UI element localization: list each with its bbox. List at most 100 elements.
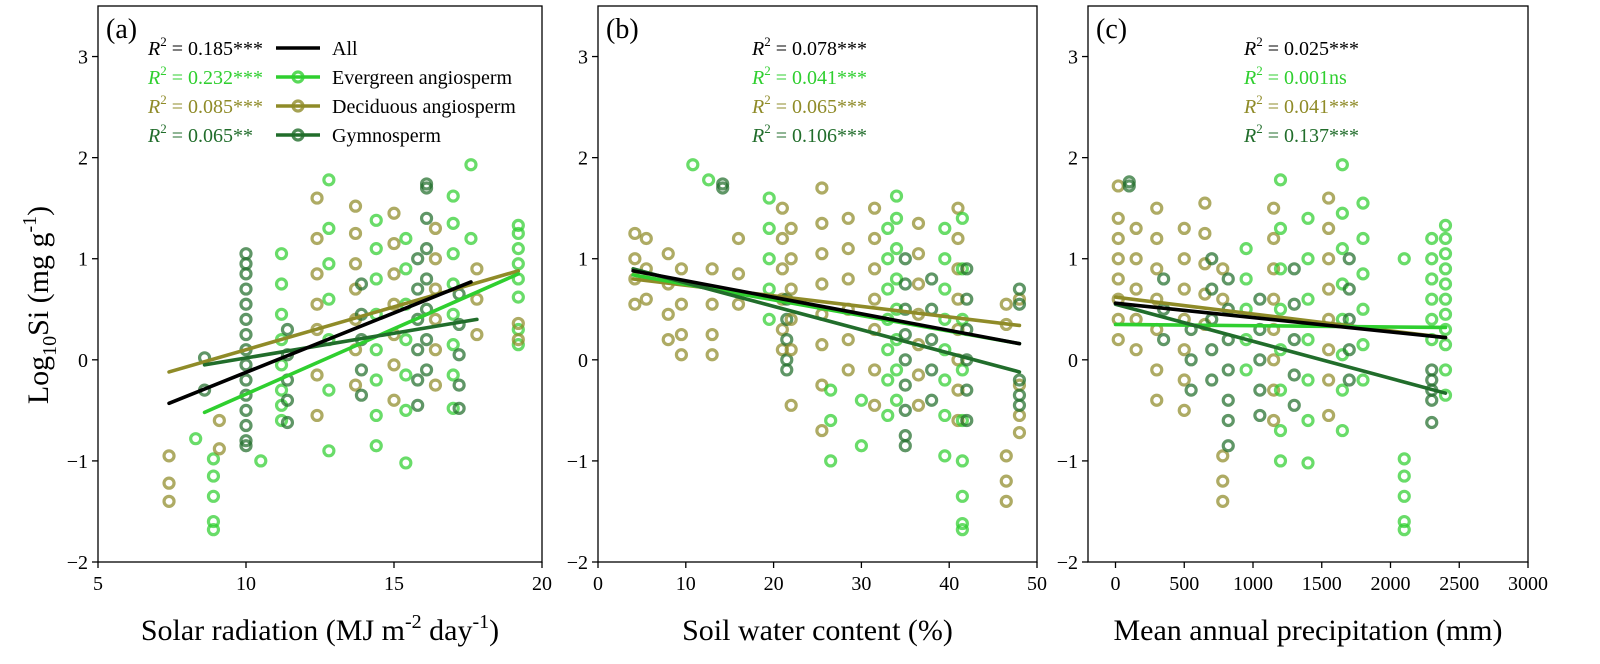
y-tick-label: −2 [567, 552, 588, 574]
data-point-evergreen-angiosperm [446, 247, 460, 261]
data-point-gymnosperm [280, 393, 295, 407]
data-point-deciduous-angiosperm [1111, 179, 1125, 193]
data-point-evergreen-angiosperm [1425, 231, 1439, 246]
data-point-deciduous-angiosperm [911, 368, 926, 382]
y-tick-label: 2 [578, 148, 588, 170]
y-tick-label: 2 [78, 148, 88, 170]
data-point-gymnosperm [280, 415, 295, 430]
data-point-deciduous-angiosperm [310, 267, 324, 281]
data-point-gymnosperm [411, 398, 425, 412]
y-tick-label: −1 [1057, 451, 1078, 473]
data-point-deciduous-angiosperm [705, 297, 719, 311]
data-point-evergreen-angiosperm [955, 413, 969, 428]
data-point-evergreen-angiosperm [399, 333, 413, 347]
fit-line-evergreen-angiosperm [1113, 322, 1448, 330]
fit-line-gymnosperm [1113, 302, 1448, 395]
data-point-evergreen-angiosperm [881, 408, 895, 423]
data-point-evergreen-angiosperm [1301, 333, 1315, 347]
data-point-gymnosperm [1287, 262, 1301, 276]
data-point-gymnosperm [1342, 343, 1356, 357]
data-point-evergreen-angiosperm [1356, 231, 1370, 246]
data-point-evergreen-angiosperm [1425, 272, 1439, 286]
data-point-evergreen-angiosperm [938, 408, 952, 423]
data-point-deciduous-angiosperm [1267, 413, 1281, 428]
data-point-evergreen-angiosperm [1397, 469, 1411, 483]
x-axis-label: Soil water content (%) [682, 614, 953, 647]
data-point-evergreen-angiosperm [1397, 452, 1411, 466]
plot-frame [97, 5, 543, 563]
data-point-gymnosperm [898, 277, 912, 291]
data-point-evergreen-angiosperm [446, 216, 460, 230]
fit-line-all [631, 269, 1022, 346]
data-point-evergreen-angiosperm [1397, 523, 1411, 537]
data-point-evergreen-angiosperm [446, 368, 460, 382]
data-point-deciduous-angiosperm [1150, 231, 1164, 246]
data-point-gymnosperm [1425, 373, 1439, 387]
data-point-deciduous-angiosperm [1322, 343, 1336, 357]
r2-annotation-gymnosperm: R2 = 0.065** [147, 121, 253, 147]
data-point-evergreen-angiosperm [1335, 206, 1349, 220]
y-tick-label: 3 [578, 47, 588, 69]
data-point-deciduous-angiosperm [775, 231, 789, 246]
data-point-gymnosperm [898, 327, 912, 342]
data-point-deciduous-angiosperm [674, 327, 689, 342]
x-axis-label: Solar radiation (MJ m-2 day-1) [141, 611, 499, 647]
data-point-gymnosperm [1184, 353, 1198, 367]
data-point-gymnosperm [411, 282, 425, 296]
data-point-gymnosperm [354, 277, 369, 291]
data-point-deciduous-angiosperm [1150, 292, 1164, 306]
data-point-deciduous-angiosperm [1111, 231, 1125, 246]
data-point-deciduous-angiosperm [784, 343, 798, 357]
data-point-evergreen-angiosperm [938, 373, 952, 387]
data-point-deciduous-angiosperm [1177, 343, 1191, 357]
data-point-evergreen-angiosperm [1335, 383, 1349, 397]
data-point-evergreen-angiosperm [686, 158, 700, 172]
data-point-evergreen-angiosperm [464, 158, 478, 172]
data-point-gymnosperm [1012, 398, 1027, 412]
x-tick-label: 20 [532, 573, 552, 595]
data-point-deciduous-angiosperm [310, 368, 324, 382]
data-point-deciduous-angiosperm [815, 423, 829, 438]
data-point-deciduous-angiosperm [674, 262, 689, 276]
data-point-deciduous-angiosperm [162, 476, 176, 490]
legend-label: Evergreen angiosperm [332, 67, 513, 89]
data-point-deciduous-angiosperm [348, 257, 363, 271]
data-point-evergreen-angiosperm [1273, 383, 1288, 397]
data-point-gymnosperm [898, 378, 912, 392]
y-tick-label: −1 [567, 451, 588, 473]
data-point-deciduous-angiosperm [428, 343, 443, 357]
data-point-deciduous-angiosperm [162, 494, 176, 508]
data-point-gymnosperm [239, 247, 253, 261]
data-point-evergreen-angiosperm [1273, 221, 1288, 235]
data-point-evergreen-angiosperm [938, 449, 952, 463]
x-tick-label: 10 [236, 573, 256, 595]
data-point-evergreen-angiosperm [369, 213, 383, 227]
data-point-evergreen-angiosperm [322, 292, 336, 306]
data-point-evergreen-angiosperm [762, 191, 776, 205]
data-point-gymnosperm [239, 439, 253, 453]
data-point-deciduous-angiosperm [428, 221, 443, 235]
data-point-evergreen-angiosperm [955, 454, 969, 468]
data-point-gymnosperm [1253, 292, 1267, 306]
data-point-deciduous-angiosperm [784, 282, 798, 296]
data-point-evergreen-angiosperm [399, 231, 413, 246]
data-point-evergreen-angiosperm [762, 282, 776, 296]
data-point-evergreen-angiosperm [1438, 218, 1453, 232]
x-tick-label: 30 [851, 573, 871, 595]
legend-label: Deciduous angiosperm [332, 96, 516, 118]
data-point-deciduous-angiosperm [951, 231, 965, 246]
data-point-deciduous-angiosperm [705, 327, 719, 342]
data-point-gymnosperm [1287, 333, 1301, 347]
data-point-evergreen-angiosperm [702, 173, 716, 187]
data-point-evergreen-angiosperm [446, 338, 460, 352]
panel-c: −2 −1 0 1 2 3 0 500 1000 1500 2000 2500 3000 Mean ann… [1057, 5, 1548, 647]
data-point-deciduous-angiosperm [867, 231, 882, 246]
data-point-gymnosperm [960, 262, 974, 276]
data-point-gymnosperm [925, 272, 939, 286]
data-point-deciduous-angiosperm [911, 277, 926, 291]
data-point-gymnosperm [1221, 272, 1235, 286]
y-tick-label: −2 [1057, 552, 1078, 574]
data-point-gymnosperm [411, 343, 425, 357]
data-point-deciduous-angiosperm [951, 201, 965, 215]
data-point-gymnosperm [1425, 363, 1439, 377]
